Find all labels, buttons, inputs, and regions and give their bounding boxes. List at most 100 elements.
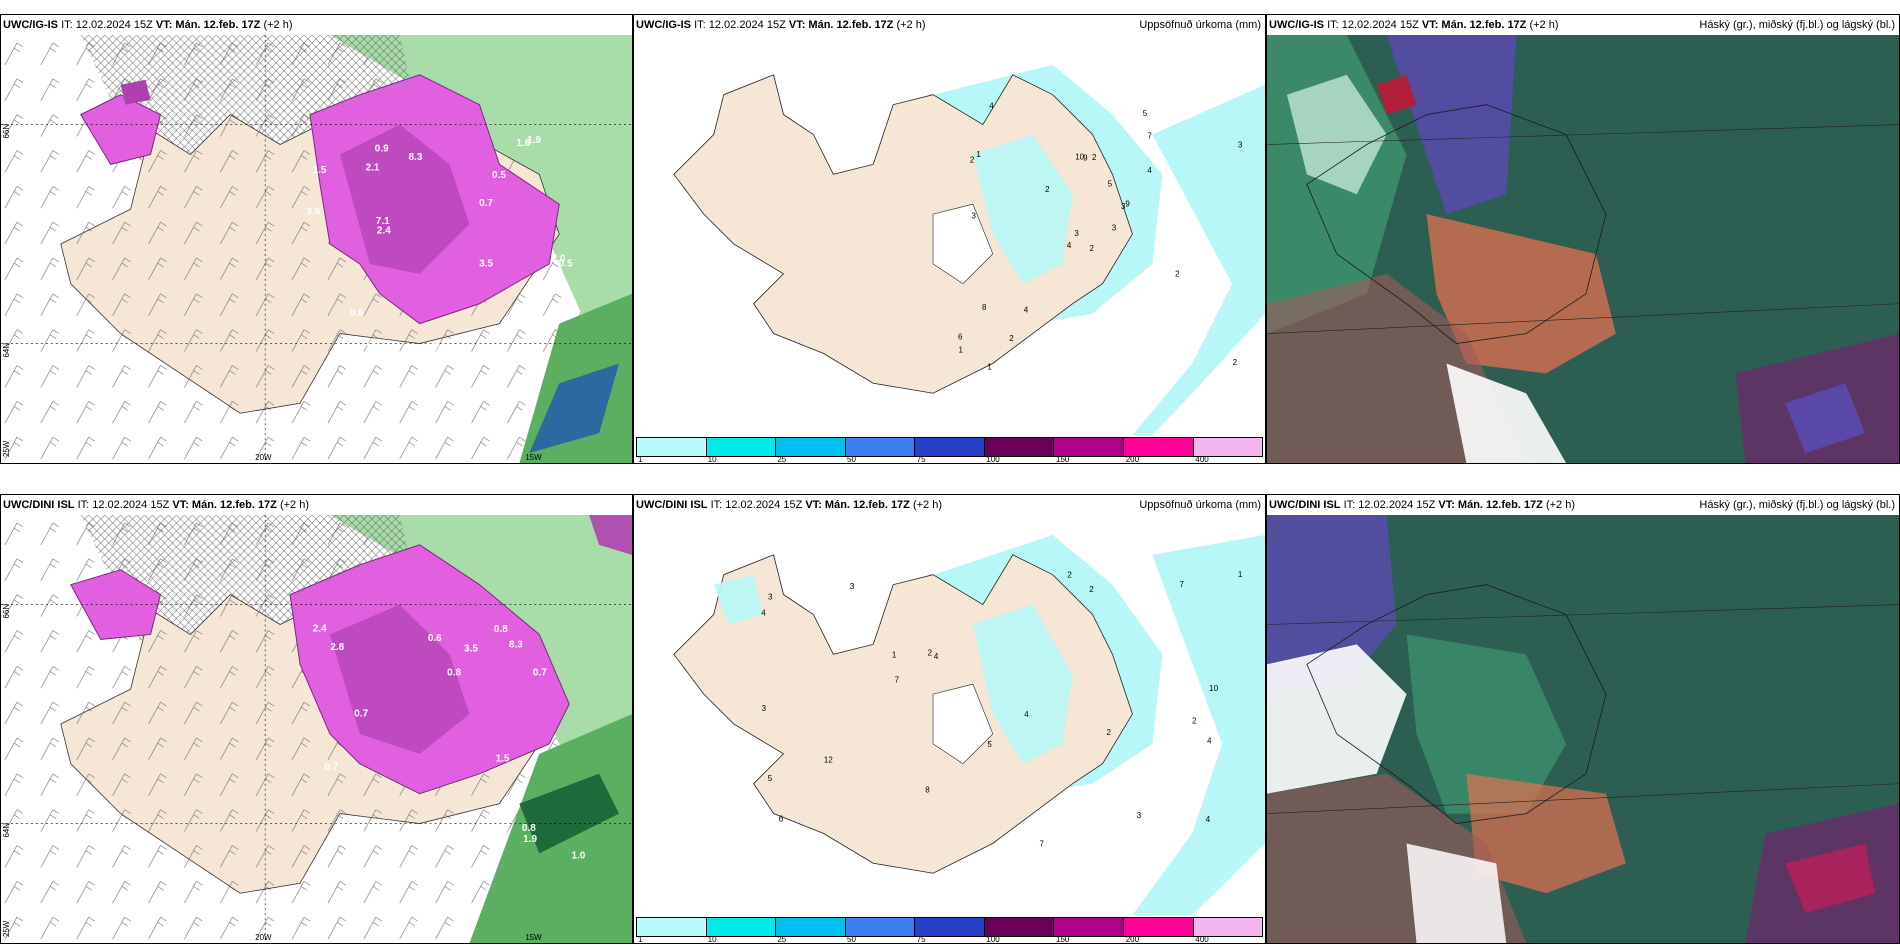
map-value-label: 7 [1147, 132, 1152, 141]
legend-swatch [1123, 438, 1194, 456]
map-value-label: 3 [762, 704, 767, 713]
map-value-label: 3.3 [432, 868, 446, 879]
map-value-label: 4 [761, 608, 766, 617]
cloud-map [1267, 35, 1899, 463]
cloud-map [1267, 515, 1899, 943]
map-value-label: 12 [824, 755, 833, 764]
map-value-label: 1 [987, 362, 992, 371]
map-value-label: 2 [1009, 334, 1014, 343]
map-value-label: 9 [1083, 153, 1088, 162]
map-value-label: 2 [1233, 358, 1238, 367]
map-value-label: 2 [1089, 244, 1094, 253]
map-value-label: 3 [850, 582, 855, 591]
wind-map: 1.5 2.1 0.7 1.8 1.6 2.2 3.5 2.4 1.9 0.5 2.0 0.9 0.5 0… [1, 35, 632, 463]
map-value-label: 2 [1175, 270, 1180, 279]
map-value-label: 1.9 [527, 135, 541, 146]
init-time: IT: 12.02.2024 15Z [694, 19, 786, 31]
map-value-label: 0.5 [492, 170, 506, 181]
legend-tick-label: 10 [707, 455, 717, 464]
legend-swatch [1054, 918, 1124, 936]
lead-time: (+2 h) [279, 499, 310, 511]
map-value-label: 1 [892, 650, 897, 659]
model-name: UWC/IG-IS [1269, 19, 1324, 31]
lon-label-20w: 20W [255, 453, 272, 462]
map-value-label: 3 [1121, 202, 1126, 211]
map-value-label: 2.4 [377, 226, 391, 237]
map-value-label: 10 [1075, 152, 1084, 161]
map-value-label: 0.5 [559, 258, 573, 269]
map-value-label: 4 [1024, 305, 1029, 314]
map-value-label: 2.8 [330, 642, 344, 653]
map-value-label: 0.7 [533, 668, 547, 679]
map-value-label: 8.3 [509, 639, 523, 650]
lon-label-25w: 25W [2, 440, 11, 457]
valid-time: Mán. 12.feb. 17Z [175, 19, 261, 31]
map-value-label: 3 [1112, 223, 1117, 232]
map-value-label: 1.6 [516, 138, 530, 149]
panel-header: UWC/DINI ISL IT: 12.02.2024 15Z VT: Mán.… [1, 495, 632, 515]
legend-swatch [637, 918, 707, 936]
legend-tick-label: 75 [916, 455, 926, 464]
map-value-label: 0.6 [350, 308, 364, 319]
valid-label: VT: [155, 19, 173, 31]
map-value-label: 5 [987, 740, 992, 749]
panel-cloud-bottom: UWC/DINI ISL IT: 12.02.2024 15Z VT: Mán.… [1266, 494, 1900, 944]
map-value-label: 10 [1209, 684, 1218, 693]
map-value-label: 1.8 [426, 342, 440, 353]
panel-title-precip: Uppsöfnuð úrkoma (mm) [1139, 19, 1261, 31]
panel-precip-top: UWC/IG-IS IT: 12.02.2024 15Z VT: Mán. 12… [633, 14, 1266, 464]
lon-label-25w: 25W [2, 920, 11, 937]
init-time: IT: 12.02.2024 15Z [710, 499, 803, 511]
lon-label-15w: 15W [525, 453, 542, 462]
legend-tick-label: 1 [638, 935, 643, 944]
init-time: IT: 12.02.2024 15Z [61, 19, 153, 31]
precip-map: 2 2 3 6 3 4 5 2 7 3 4 2 3 3 4 4 1 10 5 8 2 1 2 9 9 2 1 [634, 35, 1265, 435]
map-value-label: 3 [768, 593, 773, 602]
legend-swatch [776, 438, 846, 456]
legend-tick-label: 50 [847, 455, 856, 464]
panel-title-cloud: Háský (gr.), miðský (fj.bl.) og lágský (… [1699, 499, 1895, 511]
panel-wind-top: UWC/IG-IS IT: 12.02.2024 15Z VT: Mán. 12… [0, 14, 633, 464]
map-value-label: 5 [1108, 180, 1113, 189]
lon-label-15w: 15W [525, 933, 542, 942]
valid-label: VT: [788, 19, 806, 31]
map-value-label: 0.8 [494, 624, 508, 635]
valid-time: Mán. 12.feb. 17Z [808, 19, 894, 31]
legend-tick-label: 400 [1195, 455, 1209, 464]
legend-swatch [1193, 438, 1263, 456]
panel-title-cloud: Háský (gr.), miðský (fj.bl.) og lágský (… [1699, 19, 1895, 31]
precip-legend: 1 10 25 50 75 100 150 200 400 [634, 915, 1265, 944]
legend-swatch [845, 438, 916, 456]
valid-label: VT: [1421, 19, 1439, 31]
legend-swatch [1054, 438, 1124, 456]
map-value-label: 4 [1024, 710, 1029, 719]
map-value-label: 4 [1206, 815, 1211, 824]
panel-header: UWC/DINI ISL IT: 12.02.2024 15Z VT: Mán.… [634, 495, 1265, 515]
legend-tick-label: 150 [1056, 935, 1070, 944]
legend-tick-label: 150 [1056, 455, 1070, 464]
legend-swatch [984, 918, 1055, 936]
map-value-label: 2 [970, 156, 975, 165]
map-value-label: 3 [1137, 811, 1142, 820]
legend-swatch [1123, 918, 1194, 936]
map-value-label: 1.5 [496, 753, 510, 764]
map-value-label: 3.5 [464, 644, 478, 655]
legend-swatch [915, 918, 985, 936]
map-value-label: 5 [768, 774, 773, 783]
precip-map: 2 2 6 3 4 3 5 2 1 7 4 3 3 4 8 10 5 4 2 12 1 7 7 4 2 [634, 515, 1265, 915]
map-value-label: 8.3 [409, 152, 423, 163]
map-value-label: 0.7 [325, 762, 339, 773]
panel-precip-bottom: UWC/DINI ISL IT: 12.02.2024 15Z VT: Mán.… [633, 494, 1266, 944]
lat-label-64n: 64N [2, 343, 11, 358]
map-value-label: 0.8 [447, 668, 461, 679]
legend-tick-label: 50 [847, 935, 856, 944]
map-value-label: 0.7 [354, 708, 368, 719]
map-value-label: 1 [1238, 570, 1243, 579]
legend-swatch [706, 438, 777, 456]
legend-swatch [984, 438, 1055, 456]
legend-tick-label: 200 [1125, 455, 1140, 464]
map-value-label: 2 [1092, 153, 1097, 162]
map-value-label: 1 [976, 150, 981, 159]
map-value-label: 2.4 [313, 623, 327, 634]
model-name: UWC/IG-IS [636, 19, 691, 31]
